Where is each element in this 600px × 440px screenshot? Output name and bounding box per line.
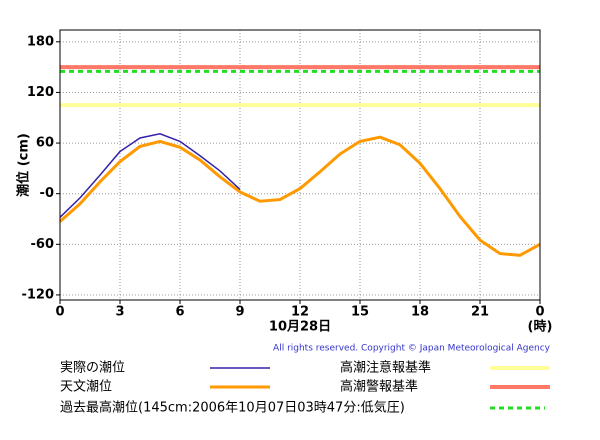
y-tick-label: -0 (40, 186, 54, 201)
copyright: All rights reserved. Copyright © Japan M… (273, 344, 551, 354)
x-tick-label: 0 (55, 305, 64, 320)
x-tick-label: 0 (535, 305, 544, 320)
plot-frame (59, 29, 541, 301)
y-tick-label: 60 (36, 136, 54, 151)
y-tick-label: -120 (21, 287, 54, 302)
x-tick-label: 18 (411, 305, 429, 320)
x-tick-label: 21 (471, 305, 489, 320)
legend-label: 過去最高潮位(145cm:2006年10月07日03時47分:低気圧) (60, 400, 405, 416)
y-tick-label: 120 (27, 85, 54, 100)
x-tick-label: 9 (235, 305, 244, 320)
legend-label: 実際の潮位 (60, 360, 125, 376)
legend-label: 天文潮位 (60, 380, 112, 395)
x-tick-label: 6 (175, 305, 184, 320)
legend-label: 高潮注意報基準 (340, 360, 431, 376)
y-tick-label: 180 (27, 34, 54, 49)
y-axis-label: 潮位 (cm) (16, 133, 32, 197)
x-tick-label: 12 (291, 305, 309, 320)
series-line (59, 135, 541, 257)
x-tick-label: 3 (115, 305, 124, 320)
series-line (59, 133, 241, 218)
legend-label: 高潮警報基準 (340, 379, 418, 395)
y-tick-label: -60 (31, 237, 55, 252)
x-unit: (時) (528, 319, 553, 335)
x-axis-label: 10月28日 (269, 320, 331, 335)
x-tick-label: 15 (351, 305, 369, 320)
